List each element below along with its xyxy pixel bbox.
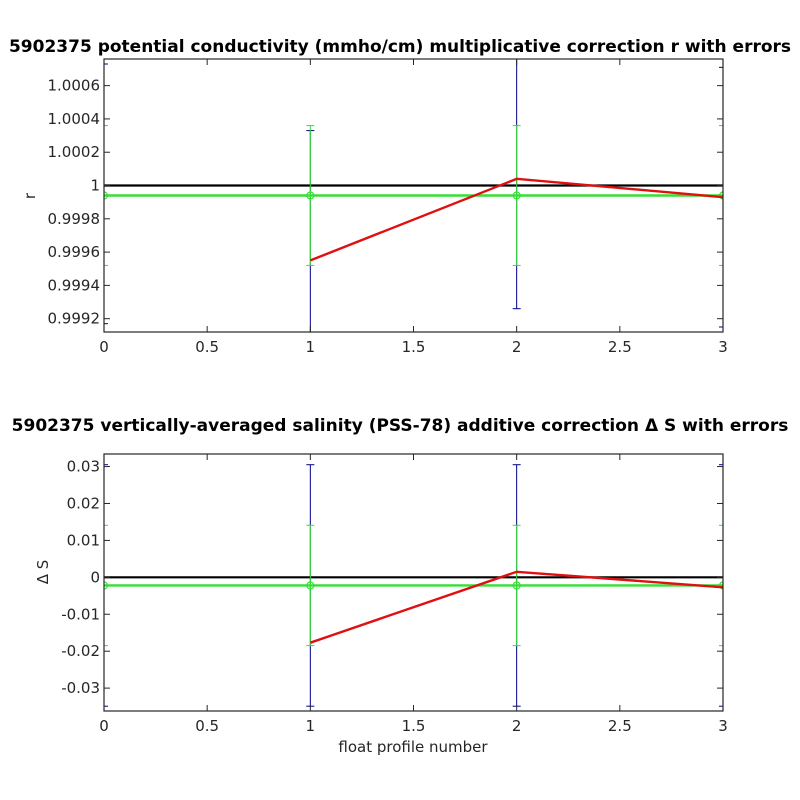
x-tick-label: 1: [306, 338, 316, 356]
y-tick-label: -0.03: [61, 679, 100, 697]
chart-conductivity-correction: 5902375 potential conductivity (mmho/cm)…: [9, 37, 791, 356]
x-tick-label: 3: [718, 338, 728, 356]
chart-title: 5902375 potential conductivity (mmho/cm)…: [9, 37, 791, 57]
y-tick-label: 1.0002: [48, 143, 101, 161]
x-tick-label: 1: [306, 717, 316, 735]
data-point: [512, 191, 521, 200]
series-line: [309, 177, 723, 262]
x-tick-label: 0: [99, 338, 109, 356]
y-tick-label: 0.01: [67, 531, 100, 549]
x-tick-label: 0.5: [195, 338, 219, 356]
x-tick-label: 1.5: [402, 338, 426, 356]
y-tick-label: 0.02: [67, 494, 100, 512]
x-tick-label: 3: [718, 717, 728, 735]
y-tick-label: -0.01: [61, 605, 100, 623]
x-tick-label: 1.5: [402, 717, 426, 735]
y-tick-label: 1.0006: [48, 77, 101, 95]
y-tick-label: 1: [90, 177, 100, 195]
series-line: [309, 570, 723, 644]
y-tick-label: 0.9996: [48, 243, 101, 261]
y-tick-label: 1.0004: [48, 110, 101, 128]
y-tick-label: 0: [90, 568, 100, 586]
chart-salinity-correction: 5902375 vertically-averaged salinity (PS…: [12, 416, 789, 756]
x-tick-label: 2: [512, 717, 522, 735]
y-tick-label: 0.03: [67, 458, 100, 476]
x-tick-label: 2.5: [608, 338, 632, 356]
y-axis-label: Δ S: [34, 560, 52, 585]
y-tick-label: 0.9992: [48, 310, 101, 328]
x-tick-label: 2.5: [608, 717, 632, 735]
y-tick-label: -0.02: [61, 642, 100, 660]
x-tick-label: 0.5: [195, 717, 219, 735]
plot-area: [104, 454, 723, 711]
x-axis-label: float profile number: [338, 738, 488, 756]
plot-data: [104, 59, 723, 332]
data-point: [306, 581, 315, 590]
x-tick-label: 0: [99, 717, 109, 735]
y-axis-label: r: [21, 192, 39, 199]
data-point: [718, 581, 723, 590]
y-tick-label: 0.9998: [48, 210, 101, 228]
data-point: [306, 191, 315, 200]
data-point: [104, 191, 109, 200]
data-point: [718, 191, 723, 200]
plot-data: [104, 464, 723, 707]
y-tick-label: 0.9994: [48, 276, 101, 294]
data-point: [104, 581, 109, 590]
x-tick-label: 2: [512, 338, 522, 356]
data-point: [512, 581, 521, 590]
chart-title: 5902375 vertically-averaged salinity (PS…: [12, 416, 789, 436]
